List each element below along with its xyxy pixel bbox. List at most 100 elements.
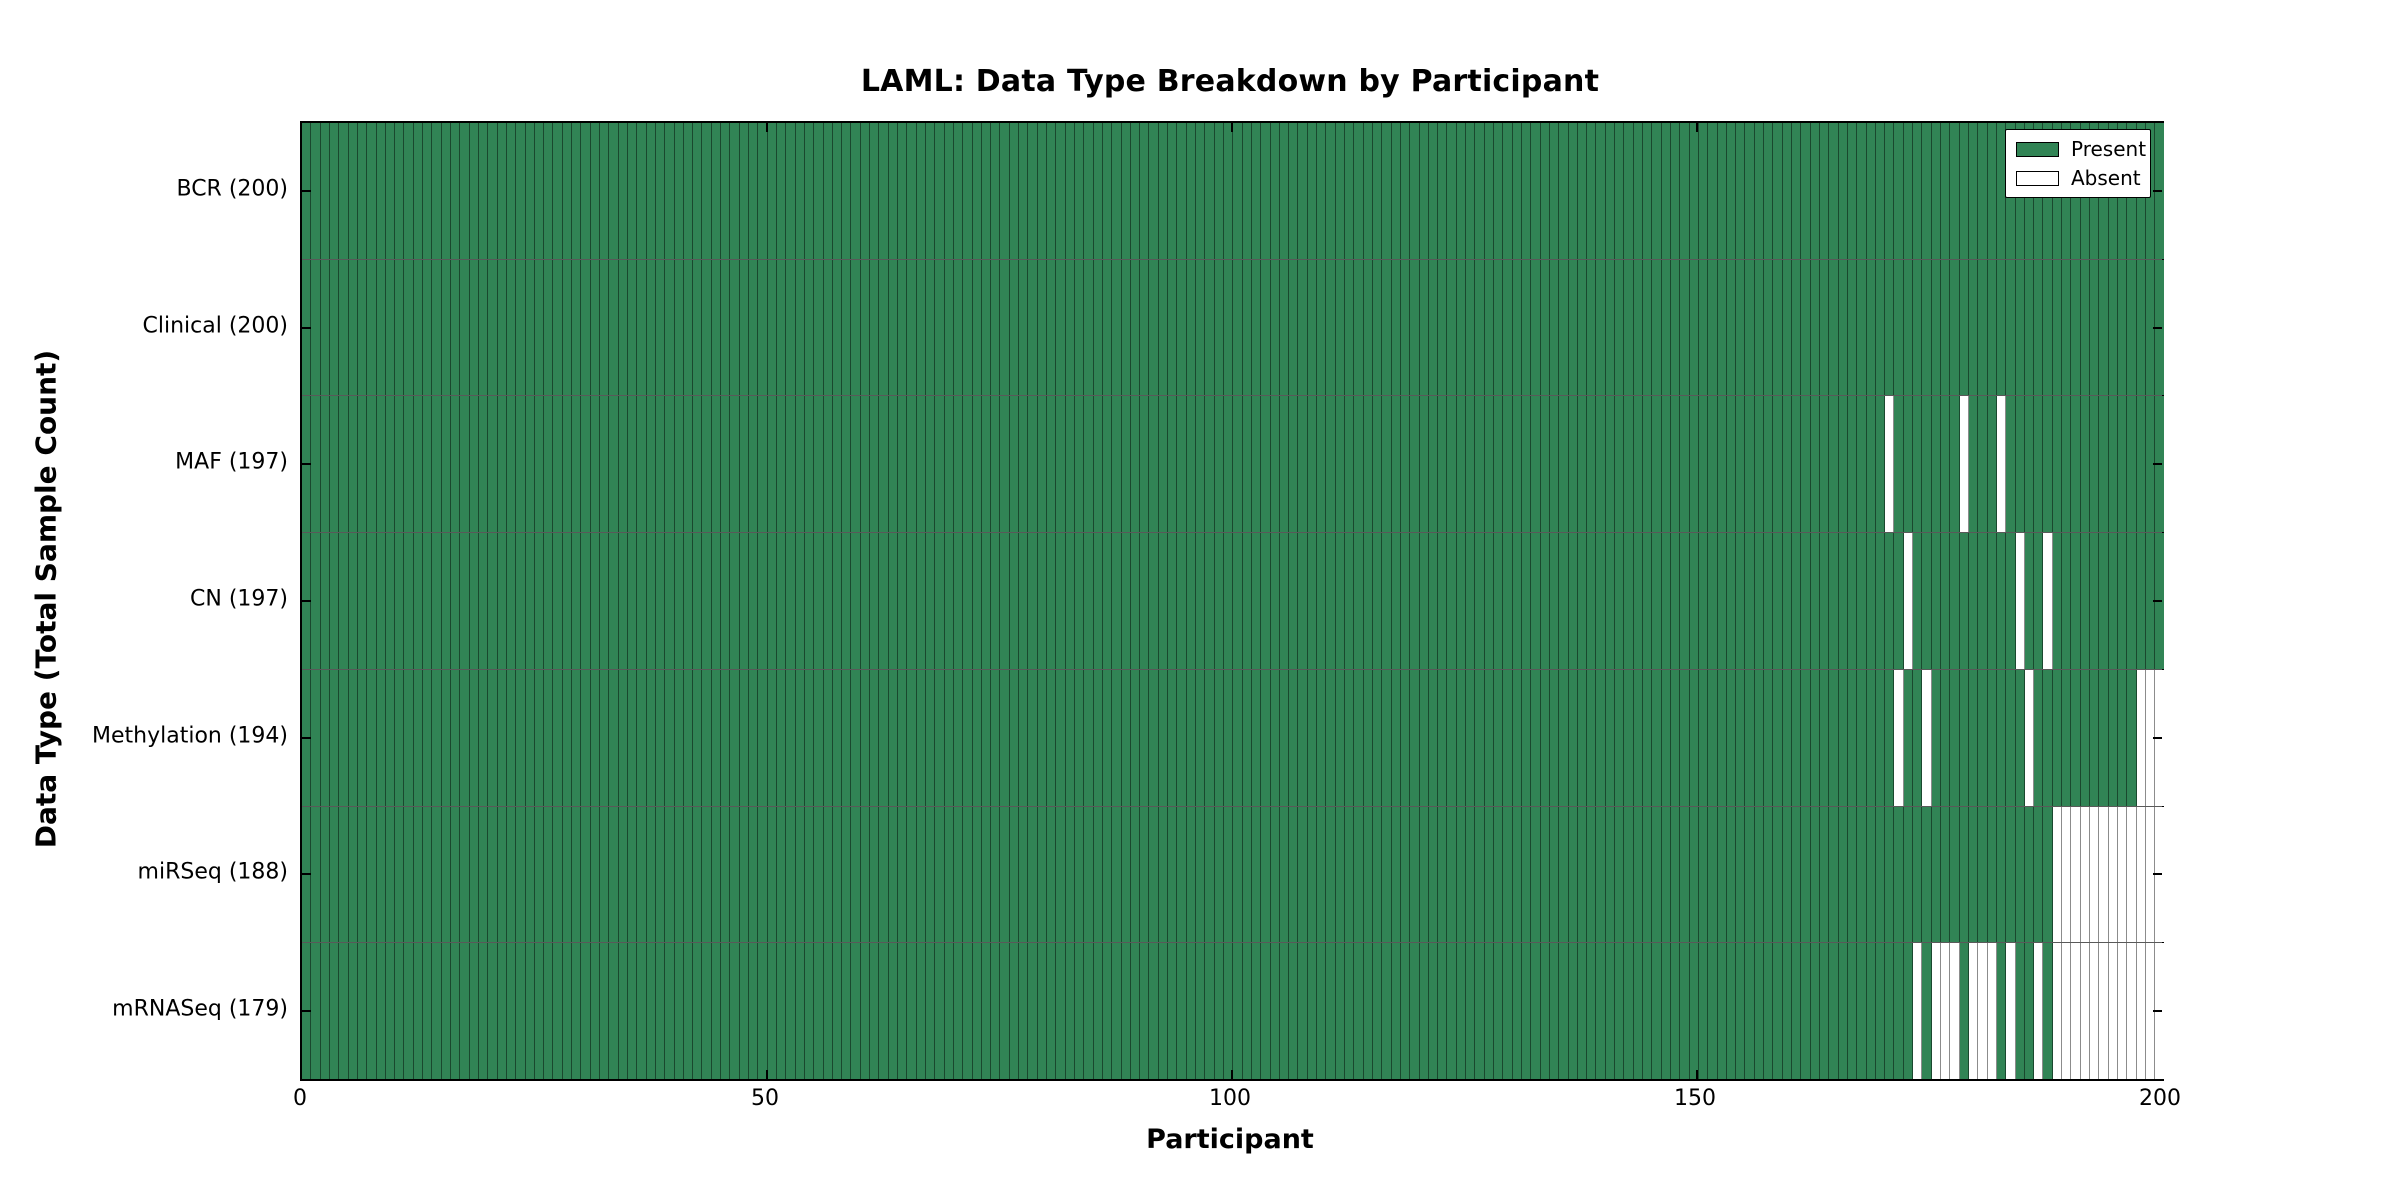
cell-Clinical-87 bbox=[1112, 259, 1122, 396]
cell-CN-17 bbox=[460, 533, 470, 669]
cell-Clinical-154 bbox=[1736, 259, 1746, 396]
cell-CN-194 bbox=[2108, 533, 2118, 669]
cell-Methylation-117 bbox=[1391, 669, 1401, 806]
cell-MAF-72 bbox=[972, 396, 982, 533]
cell-mRNASeq-101 bbox=[1242, 943, 1252, 1080]
cell-miRSeq-76 bbox=[1009, 806, 1020, 943]
cell-miRSeq-136 bbox=[1568, 806, 1578, 943]
y-tick-label-CN: CN (197) bbox=[190, 586, 288, 612]
cell-miRSeq-109 bbox=[1317, 806, 1327, 943]
cell-CN-11 bbox=[404, 533, 414, 669]
legend-label-absent: Absent bbox=[2071, 166, 2141, 190]
cell-MAF-80 bbox=[1047, 396, 1057, 533]
cell-miRSeq-193 bbox=[2099, 806, 2109, 943]
cell-CN-145 bbox=[1652, 533, 1662, 669]
cell-Methylation-95 bbox=[1186, 669, 1196, 806]
cell-Methylation-108 bbox=[1307, 669, 1318, 806]
cell-BCR-18 bbox=[469, 123, 479, 259]
cell-CN-87 bbox=[1112, 533, 1122, 669]
cell-mRNASeq-64 bbox=[898, 943, 908, 1080]
cell-mRNASeq-44 bbox=[711, 943, 722, 1080]
cell-mRNASeq-37 bbox=[646, 943, 656, 1080]
cell-CN-59 bbox=[851, 533, 861, 669]
cell-Methylation-55 bbox=[814, 669, 824, 806]
cell-BCR-50 bbox=[767, 123, 777, 259]
cell-Methylation-97 bbox=[1205, 669, 1215, 806]
cell-Methylation-33 bbox=[609, 669, 619, 806]
cell-mRNASeq-42 bbox=[693, 943, 703, 1080]
cell-CN-148 bbox=[1680, 533, 1690, 669]
cell-mRNASeq-161 bbox=[1801, 943, 1811, 1080]
cell-Clinical-76 bbox=[1009, 259, 1020, 396]
cell-CN-106 bbox=[1289, 533, 1299, 669]
cell-Clinical-180 bbox=[1978, 259, 1988, 396]
cell-miRSeq-159 bbox=[1782, 806, 1792, 943]
cell-Methylation-136 bbox=[1568, 669, 1578, 806]
cell-mRNASeq-75 bbox=[1000, 943, 1010, 1080]
cell-Clinical-68 bbox=[935, 259, 945, 396]
cell-mRNASeq-195 bbox=[2117, 943, 2128, 1080]
cell-Clinical-145 bbox=[1652, 259, 1662, 396]
cell-Methylation-171 bbox=[1894, 669, 1904, 806]
cell-miRSeq-45 bbox=[721, 806, 731, 943]
cell-BCR-134 bbox=[1549, 123, 1560, 259]
cell-miRSeq-189 bbox=[2062, 806, 2072, 943]
cell-mRNASeq-52 bbox=[786, 943, 796, 1080]
cell-BCR-143 bbox=[1633, 123, 1643, 259]
cell-mRNASeq-87 bbox=[1112, 943, 1122, 1080]
cell-Methylation-82 bbox=[1065, 669, 1075, 806]
cell-miRSeq-117 bbox=[1391, 806, 1401, 943]
cell-Methylation-89 bbox=[1130, 669, 1141, 806]
cell-Clinical-109 bbox=[1317, 259, 1327, 396]
cell-BCR-3 bbox=[329, 123, 340, 259]
y-tick-label-Methylation: Methylation (194) bbox=[92, 723, 288, 749]
cell-BCR-80 bbox=[1047, 123, 1057, 259]
cell-MAF-65 bbox=[907, 396, 917, 533]
cell-MAF-34 bbox=[618, 396, 628, 533]
cell-mRNASeq-77 bbox=[1019, 943, 1029, 1080]
cell-miRSeq-197 bbox=[2136, 806, 2146, 943]
cell-mRNASeq-181 bbox=[1987, 943, 1997, 1080]
cell-Methylation-52 bbox=[786, 669, 796, 806]
cell-MAF-196 bbox=[2127, 396, 2137, 533]
cell-mRNASeq-163 bbox=[1819, 943, 1830, 1080]
cell-BCR-110 bbox=[1326, 123, 1336, 259]
cell-MAF-123 bbox=[1447, 396, 1457, 533]
cell-Methylation-96 bbox=[1196, 669, 1206, 806]
y-tick-label-miRSeq: miRSeq (188) bbox=[137, 859, 288, 885]
cell-CN-77 bbox=[1019, 533, 1029, 669]
cell-Clinical-89 bbox=[1130, 259, 1141, 396]
cell-miRSeq-111 bbox=[1335, 806, 1345, 943]
cell-CN-18 bbox=[469, 533, 479, 669]
cell-BCR-67 bbox=[925, 123, 936, 259]
cell-MAF-56 bbox=[823, 396, 833, 533]
cell-CN-71 bbox=[963, 533, 973, 669]
cell-miRSeq-68 bbox=[935, 806, 945, 943]
cell-miRSeq-61 bbox=[870, 806, 880, 943]
cell-Clinical-38 bbox=[655, 259, 666, 396]
cell-BCR-176 bbox=[1941, 123, 1951, 259]
cell-CN-134 bbox=[1549, 533, 1560, 669]
cell-Methylation-45 bbox=[721, 669, 731, 806]
cell-BCR-154 bbox=[1736, 123, 1746, 259]
cell-mRNASeq-113 bbox=[1354, 943, 1364, 1080]
cell-miRSeq-151 bbox=[1708, 806, 1718, 943]
cell-mRNASeq-38 bbox=[655, 943, 666, 1080]
cell-BCR-142 bbox=[1624, 123, 1634, 259]
cell-mRNASeq-194 bbox=[2108, 943, 2118, 1080]
cell-Clinical-110 bbox=[1326, 259, 1336, 396]
cell-Clinical-127 bbox=[1484, 259, 1494, 396]
cell-MAF-48 bbox=[749, 396, 759, 533]
cell-Clinical-116 bbox=[1382, 259, 1392, 396]
cell-Clinical-133 bbox=[1540, 259, 1550, 396]
cell-mRNASeq-22 bbox=[506, 943, 517, 1080]
cell-Clinical-14 bbox=[432, 259, 442, 396]
cell-Methylation-183 bbox=[2006, 669, 2016, 806]
cell-MAF-137 bbox=[1577, 396, 1588, 533]
cell-Clinical-40 bbox=[674, 259, 684, 396]
cell-CN-181 bbox=[1987, 533, 1997, 669]
cell-MAF-99 bbox=[1223, 396, 1234, 533]
cell-Clinical-113 bbox=[1354, 259, 1364, 396]
cell-miRSeq-153 bbox=[1726, 806, 1737, 943]
cell-Clinical-93 bbox=[1168, 259, 1178, 396]
